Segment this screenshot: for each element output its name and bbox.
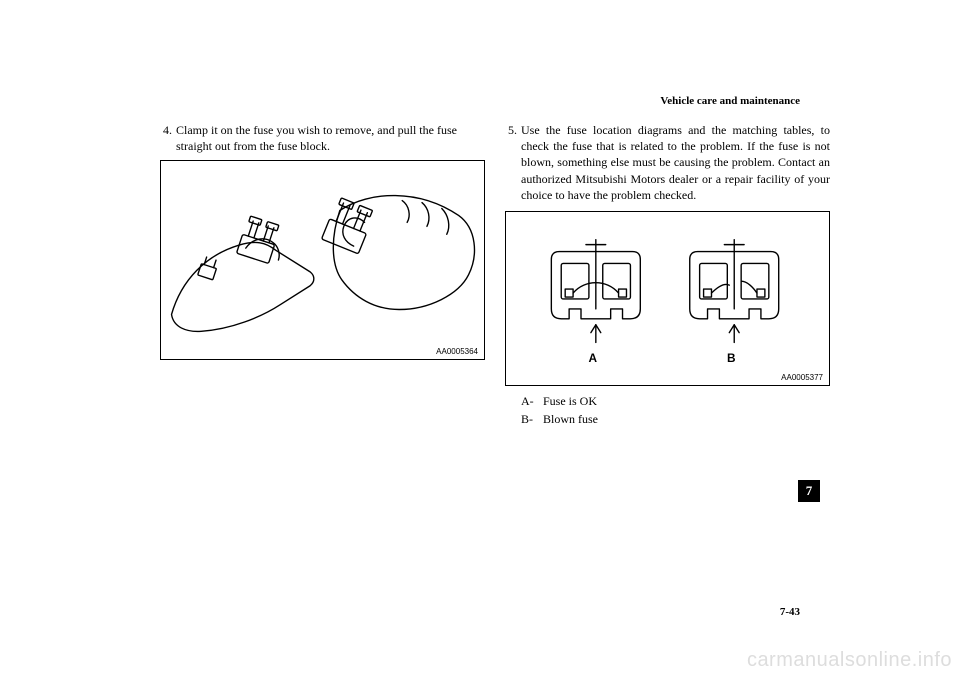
left-column: 4. Clamp it on the fuse you wish to remo… bbox=[160, 122, 485, 360]
label-b: B bbox=[727, 351, 736, 365]
page-number: 7-43 bbox=[780, 606, 800, 618]
figure-id: AA0005364 bbox=[436, 347, 478, 356]
legend-item-b: B- Blown fuse bbox=[521, 410, 830, 428]
step-text: Use the fuse location diagrams and the m… bbox=[521, 122, 830, 203]
figure-hands-pulling-fuse: AA0005364 bbox=[160, 160, 485, 360]
figure-fuse-ok-vs-blown: A bbox=[505, 211, 830, 386]
legend-key: A- bbox=[521, 392, 543, 410]
step-text: Clamp it on the fuse you wish to remove,… bbox=[176, 122, 485, 154]
hands-fuse-illustration bbox=[161, 161, 484, 359]
legend-item-a: A- Fuse is OK bbox=[521, 392, 830, 410]
watermark: carmanualsonline.info bbox=[747, 649, 952, 672]
fuse-comparison-illustration: A bbox=[506, 212, 829, 385]
legend-value: Fuse is OK bbox=[543, 392, 597, 410]
step-4: 4. Clamp it on the fuse you wish to remo… bbox=[160, 122, 485, 154]
manual-page: Vehicle care and maintenance 4. Clamp it… bbox=[0, 0, 960, 678]
label-a: A bbox=[589, 351, 598, 365]
step-number: 5. bbox=[505, 122, 521, 203]
chapter-tab: 7 bbox=[798, 480, 820, 502]
step-5: 5. Use the fuse location diagrams and th… bbox=[505, 122, 830, 203]
step-number: 4. bbox=[160, 122, 176, 154]
figure-id: AA0005377 bbox=[781, 373, 823, 382]
legend-value: Blown fuse bbox=[543, 410, 598, 428]
legend-key: B- bbox=[521, 410, 543, 428]
figure-legend: A- Fuse is OK B- Blown fuse bbox=[521, 392, 830, 428]
section-header: Vehicle care and maintenance bbox=[660, 95, 800, 107]
right-column: 5. Use the fuse location diagrams and th… bbox=[505, 122, 830, 428]
